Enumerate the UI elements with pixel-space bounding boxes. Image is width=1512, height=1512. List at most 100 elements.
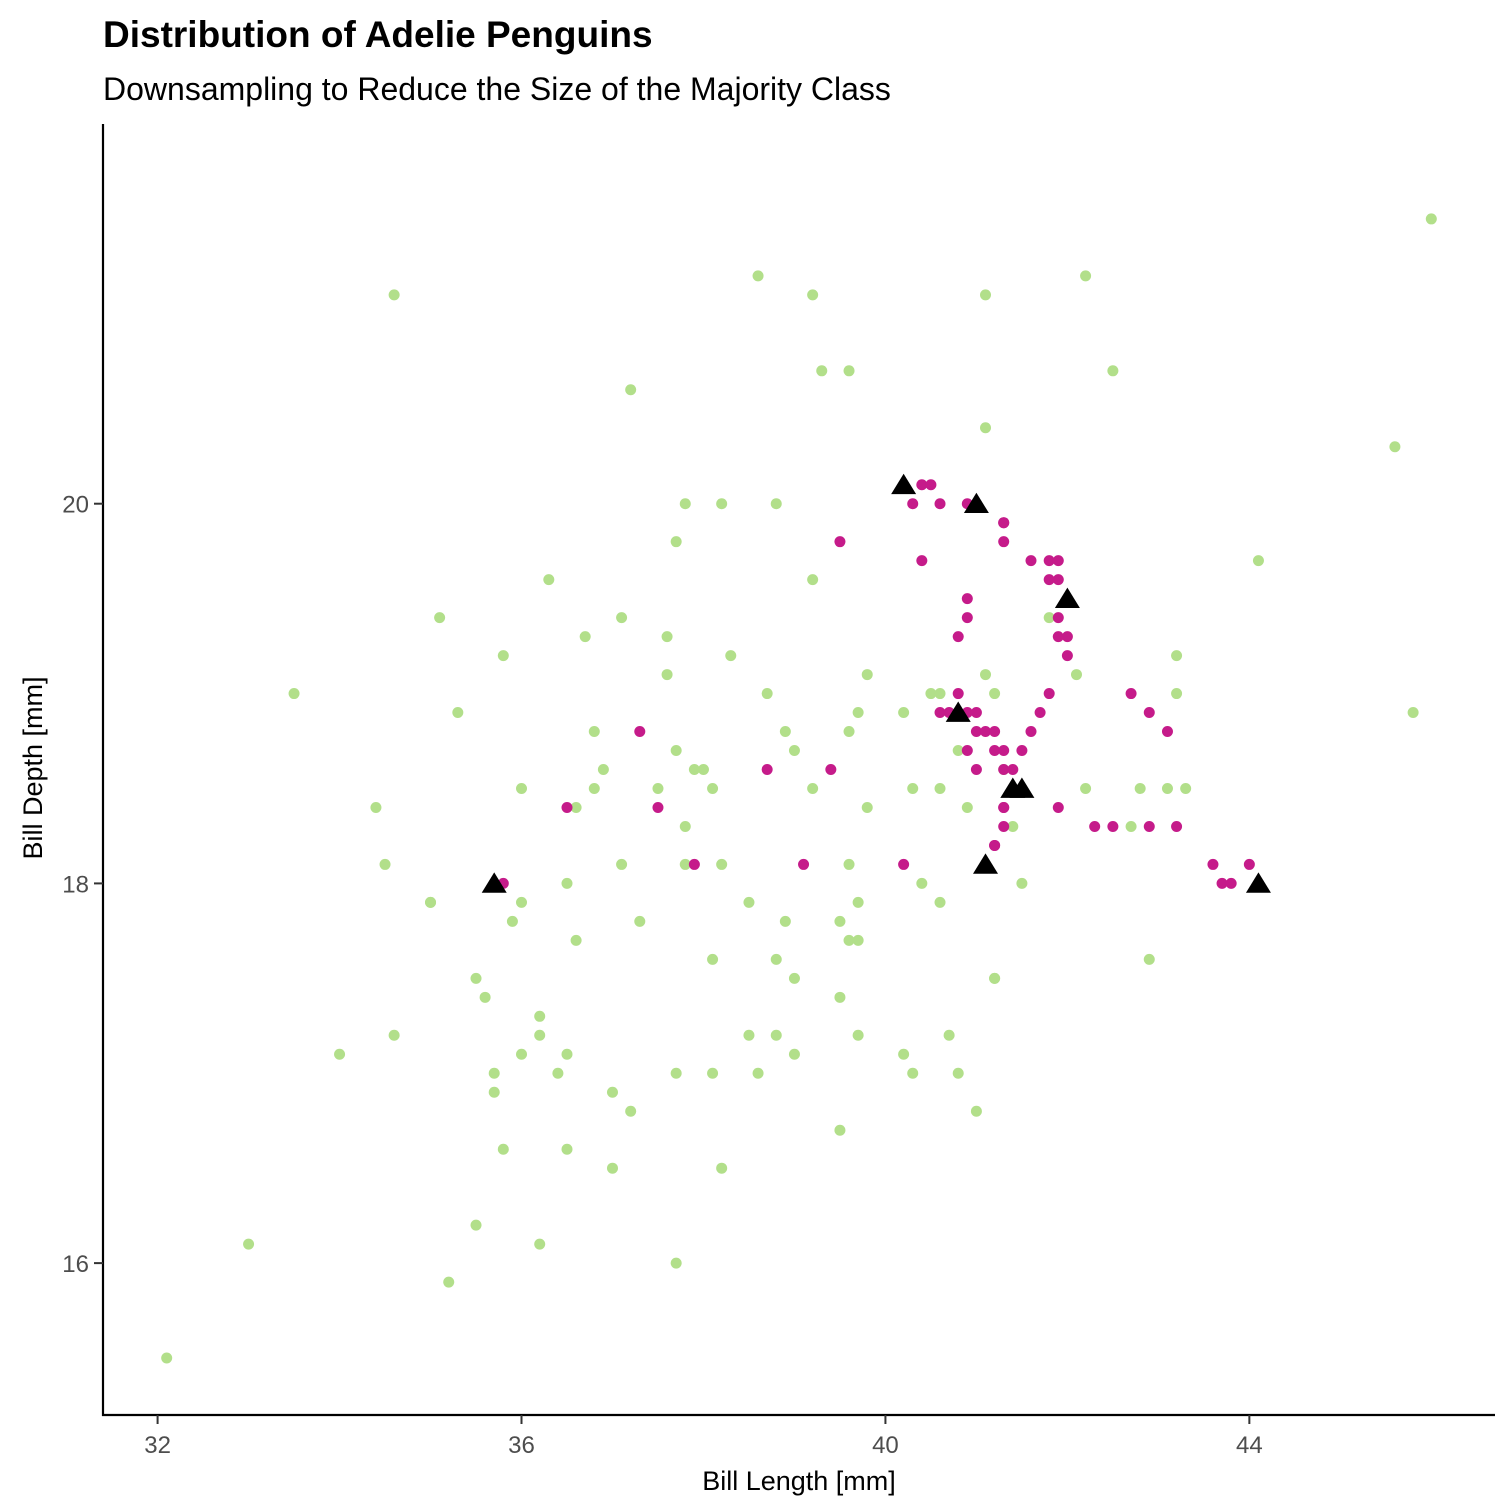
data-point-s0-46 bbox=[661, 669, 673, 681]
data-point-s0-116 bbox=[1016, 877, 1028, 889]
data-point-s1-61 bbox=[1052, 801, 1064, 813]
data-point-s0-17 bbox=[488, 1086, 500, 1098]
data-point-s0-133 bbox=[1425, 213, 1437, 225]
data-point-s0-50 bbox=[670, 745, 682, 757]
data-point-s2-2 bbox=[963, 492, 989, 514]
x-axis-title: Bill Length [mm] bbox=[702, 1466, 896, 1496]
data-point-s0-129 bbox=[1180, 782, 1192, 794]
data-point-s0-89 bbox=[852, 1029, 864, 1041]
data-point-s0-58 bbox=[707, 1067, 719, 1079]
data-point-s0-4 bbox=[370, 801, 382, 813]
data-point-s0-120 bbox=[1080, 270, 1092, 282]
data-point-s1-28 bbox=[970, 764, 982, 775]
data-point-s0-36 bbox=[588, 782, 600, 794]
data-point-s0-76 bbox=[788, 1048, 800, 1060]
data-point-s0-110 bbox=[980, 289, 992, 301]
x-tick-label-2: 40 bbox=[872, 1432, 899, 1459]
data-point-s1-17 bbox=[952, 688, 964, 700]
data-point-s0-78 bbox=[807, 574, 819, 586]
data-point-s0-42 bbox=[625, 384, 637, 396]
data-point-s0-2 bbox=[288, 688, 300, 700]
data-point-s0-52 bbox=[679, 498, 691, 510]
data-point-s1-65 bbox=[1143, 707, 1155, 719]
data-point-s0-69 bbox=[770, 498, 782, 510]
data-point-s0-43 bbox=[625, 1105, 637, 1117]
data-point-s0-21 bbox=[516, 782, 528, 794]
data-point-s1-51 bbox=[1025, 555, 1037, 567]
y-axis-ticks: 16 18 20 bbox=[62, 492, 103, 1278]
data-point-s0-92 bbox=[861, 669, 873, 681]
data-point-s0-115 bbox=[1007, 820, 1019, 832]
data-point-s2-8 bbox=[1245, 872, 1271, 893]
y-axis-title: Bill Depth [mm] bbox=[18, 676, 48, 859]
data-point-s0-74 bbox=[788, 745, 800, 757]
data-point-s0-104 bbox=[952, 1067, 964, 1079]
data-point-s1-67 bbox=[1143, 820, 1155, 832]
data-point-s0-26 bbox=[534, 1238, 546, 1250]
data-point-s0-128 bbox=[1171, 688, 1183, 700]
data-point-s0-95 bbox=[898, 1048, 910, 1060]
data-point-s1-4 bbox=[688, 858, 700, 870]
data-point-s0-102 bbox=[934, 896, 946, 908]
data-point-s1-12 bbox=[916, 479, 928, 491]
data-point-s0-31 bbox=[561, 1143, 573, 1155]
data-point-s1-22 bbox=[961, 612, 973, 624]
data-point-s1-55 bbox=[1052, 574, 1064, 586]
data-point-s0-113 bbox=[989, 972, 1001, 984]
data-point-s0-41 bbox=[616, 858, 628, 870]
data-point-s0-68 bbox=[761, 688, 773, 700]
data-point-s1-11 bbox=[907, 498, 919, 510]
data-point-s0-5 bbox=[379, 858, 391, 870]
data-point-s0-91 bbox=[852, 896, 864, 908]
data-point-s0-24 bbox=[534, 1010, 546, 1022]
data-point-s0-51 bbox=[670, 536, 682, 548]
data-point-s2-0 bbox=[481, 872, 507, 893]
data-point-s0-40 bbox=[616, 612, 628, 624]
data-point-s1-71 bbox=[1225, 877, 1237, 889]
data-point-s0-111 bbox=[989, 688, 1001, 700]
data-point-s0-11 bbox=[452, 707, 464, 719]
data-point-s0-47 bbox=[661, 631, 673, 643]
data-point-s0-83 bbox=[834, 1124, 846, 1136]
y-tick-label-2: 20 bbox=[62, 492, 89, 519]
data-point-s1-33 bbox=[998, 764, 1010, 775]
x-tick-label-0: 32 bbox=[144, 1432, 171, 1459]
y-tick-label-0: 16 bbox=[62, 1251, 89, 1278]
data-point-s0-82 bbox=[834, 991, 846, 1003]
chart-title: Distribution of Adelie Penguins bbox=[103, 14, 653, 55]
data-point-s0-38 bbox=[606, 1162, 618, 1174]
data-point-s0-93 bbox=[861, 801, 873, 813]
data-point-s1-32 bbox=[998, 745, 1010, 757]
x-tick-label-1: 36 bbox=[508, 1432, 535, 1459]
data-point-s0-45 bbox=[652, 782, 664, 794]
data-point-s0-119 bbox=[1070, 669, 1082, 681]
data-point-s1-8 bbox=[834, 536, 846, 548]
data-point-s1-43 bbox=[1016, 745, 1028, 757]
data-point-s0-117 bbox=[1043, 612, 1055, 624]
data-point-s1-40 bbox=[989, 839, 1001, 851]
x-tick-label-3: 44 bbox=[1236, 1432, 1263, 1459]
data-point-s0-35 bbox=[588, 726, 600, 738]
y-tick-label-1: 18 bbox=[62, 871, 89, 898]
data-point-s1-69 bbox=[1207, 858, 1219, 870]
data-point-s0-125 bbox=[1143, 953, 1155, 965]
data-point-s0-98 bbox=[916, 877, 928, 889]
data-point-s0-84 bbox=[843, 726, 855, 738]
data-point-s0-64 bbox=[743, 896, 755, 908]
data-point-s1-25 bbox=[961, 745, 973, 757]
data-point-s0-34 bbox=[579, 631, 591, 643]
data-point-s0-30 bbox=[561, 877, 573, 889]
data-point-s0-121 bbox=[1080, 782, 1092, 794]
data-point-s0-65 bbox=[743, 1029, 755, 1041]
data-point-s0-107 bbox=[970, 1105, 982, 1117]
data-point-s0-127 bbox=[1171, 650, 1183, 662]
data-point-s1-1 bbox=[561, 801, 573, 813]
data-point-s0-124 bbox=[1134, 782, 1146, 794]
data-point-s2-1 bbox=[891, 473, 917, 495]
data-point-s2-6 bbox=[973, 853, 999, 874]
data-point-s0-56 bbox=[697, 764, 709, 775]
data-point-s0-53 bbox=[679, 820, 691, 832]
data-point-s0-29 bbox=[561, 1048, 573, 1060]
data-point-s1-72 bbox=[1243, 858, 1255, 870]
data-point-s0-131 bbox=[1389, 441, 1401, 453]
